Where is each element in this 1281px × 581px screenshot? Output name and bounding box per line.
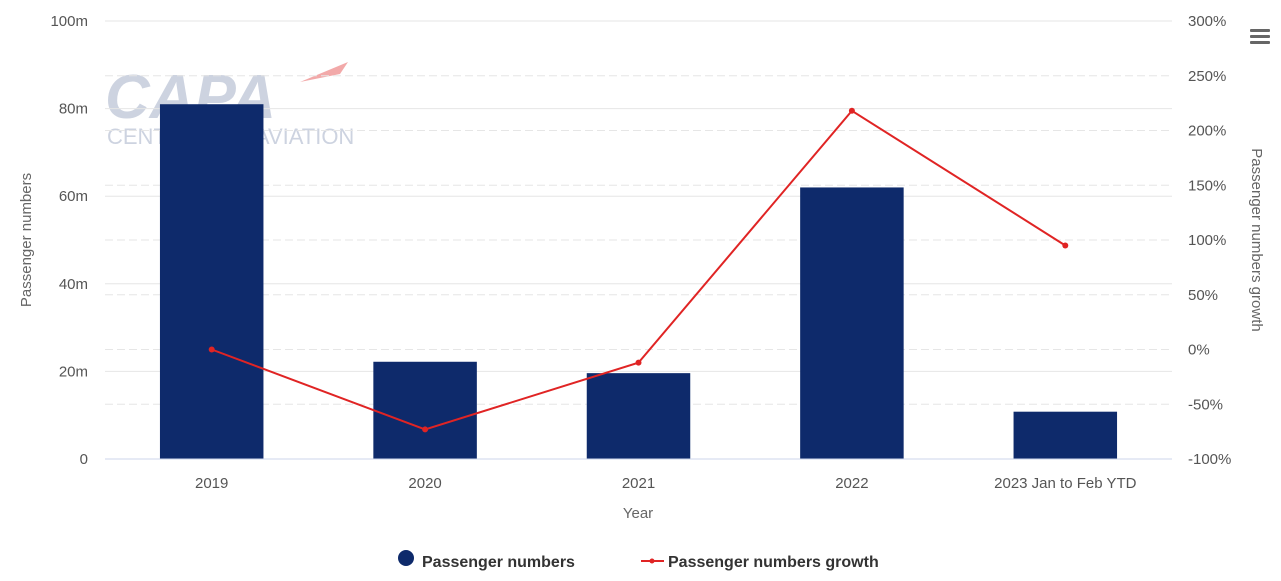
x-axis-ticks: 2019 2020 2021 2022 2023 Jan to Feb YTD [195,475,1137,492]
y2-tick-label: 50% [1188,287,1218,304]
y2-tick-label: -50% [1188,396,1223,413]
growth-point-2020[interactable] [422,426,429,433]
growth-point-2019[interactable] [208,346,215,353]
x-tick-label: 2022 [835,475,868,492]
x-tick-label: 2021 [622,475,655,492]
bar-2021[interactable] [586,373,691,459]
y-tick-label: 20m [59,363,88,380]
y2-tick-label: 100% [1188,232,1226,249]
bar-2019[interactable] [159,104,264,459]
legend-label-passenger-numbers: Passenger numbers [422,554,575,571]
hamburger-menu-icon[interactable] [1248,24,1272,46]
y-tick-label: 80m [59,101,88,118]
legend-bar-marker-icon [398,550,414,566]
x-tick-label: 2020 [408,475,441,492]
watermark-swoosh-icon [300,62,348,82]
growth-point-2022[interactable] [848,107,855,114]
bar-2023-jan-to-feb-ytd[interactable] [1013,411,1118,459]
y-tick-label: 100m [50,13,88,30]
bar-2020[interactable] [373,361,477,459]
x-axis-title: Year [623,505,653,522]
bar-series [159,104,1118,459]
y-axis-left-ticks: 0 20m 40m 60m 80m 100m [50,13,88,468]
line-series [208,107,1069,433]
y2-tick-label: 250% [1188,68,1226,85]
growth-point-2021[interactable] [635,359,642,366]
legend-item-passenger-numbers-growth[interactable]: Passenger numbers growth [641,554,879,571]
y2-tick-label: 0% [1188,342,1210,359]
legend-item-passenger-numbers[interactable]: Passenger numbers [398,550,575,571]
legend: Passenger numbers Passenger numbers grow… [398,550,879,571]
y2-tick-label: 200% [1188,123,1226,140]
y-axis-right-title: Passenger numbers growth [1248,148,1265,331]
x-tick-label: 2019 [195,475,228,492]
y2-tick-label: -100% [1188,451,1231,468]
y-axis-right-ticks: -100% -50% 0% 50% 100% 150% 200% 250% 300% [1188,13,1231,468]
y-axis-left-title: Passenger numbers [18,173,35,307]
growth-point-2023-jan-to-feb-ytd[interactable] [1062,242,1069,249]
legend-label-passenger-numbers-growth: Passenger numbers growth [668,554,879,571]
y-tick-label: 60m [59,188,88,205]
y2-tick-label: 300% [1188,13,1226,30]
y-tick-label: 0 [80,451,88,468]
x-tick-label: 2023 Jan to Feb YTD [994,475,1136,492]
y-tick-label: 40m [59,276,88,293]
legend-line-point-icon [649,558,655,564]
bar-2022[interactable] [800,187,904,459]
y2-tick-label: 150% [1188,177,1226,194]
